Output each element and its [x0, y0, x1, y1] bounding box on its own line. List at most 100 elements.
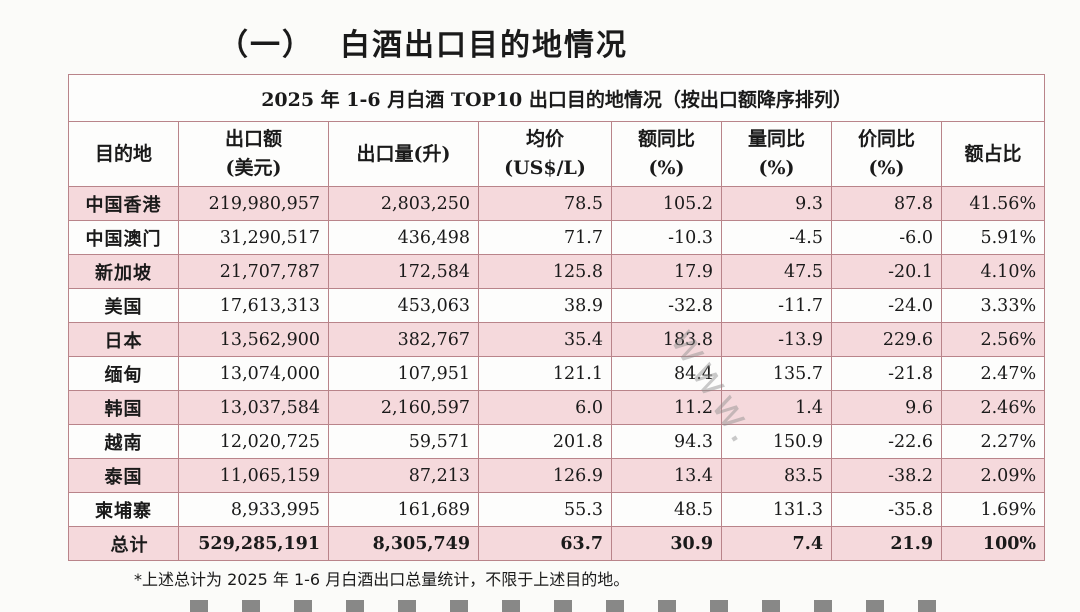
value-cell: 100% — [940, 526, 1046, 561]
value-cell: 21.9 — [831, 526, 942, 561]
value-cell: 1.69% — [940, 492, 1046, 527]
value-cell: 94.3 — [611, 424, 722, 459]
value-cell: 13,562,900 — [178, 322, 329, 357]
value-cell: 38.9 — [478, 288, 612, 323]
value-cell: 13,074,000 — [178, 356, 329, 391]
value-cell: -11.7 — [721, 288, 832, 323]
table-body: 中国香港 219,980,957 2,803,250 78.5 105.2 9.3 87.8… — [68, 186, 1046, 561]
value-cell: 121.1 — [478, 356, 612, 391]
value-cell: 229.6 — [831, 322, 942, 357]
header-price-yoy: 价同比 (%) — [831, 121, 942, 187]
table-caption: 2025 年 1-6 月白酒 TOP10 出口目的地情况（按出口额降序排列） — [67, 74, 1046, 122]
table-row: 越南 12,020,725 59,571 201.8 94.3 150.9 -22.6 2.2… — [68, 424, 1046, 459]
value-cell: 7.4 — [721, 526, 832, 561]
header-avg-price: 均价 (US$/L) — [478, 121, 612, 187]
value-cell: 41.56% — [940, 186, 1046, 221]
table-row: 日本 13,562,900 382,767 35.4 183.8 -13.9 229.6 2.… — [68, 322, 1046, 357]
table-row: 新加坡 21,707,787 172,584 125.8 17.9 47.5 -20.1 4.… — [68, 254, 1046, 289]
total-label: 总计 — [68, 526, 179, 561]
destination-cell: 越南 — [68, 424, 179, 459]
value-cell: 83.5 — [721, 458, 832, 493]
header-export-volume: 出口量(升) — [328, 121, 479, 187]
value-cell: 436,498 — [328, 220, 479, 255]
header-value-yoy: 额同比 (%) — [611, 121, 722, 187]
value-cell: 4.10% — [940, 254, 1046, 289]
table-row: 缅甸 13,074,000 107,951 121.1 84.4 135.7 -21.8 2.… — [68, 356, 1046, 391]
value-cell: -10.3 — [611, 220, 722, 255]
value-cell: 13.4 — [611, 458, 722, 493]
value-cell: 84.4 — [611, 356, 722, 391]
value-cell: 2.56% — [940, 322, 1046, 357]
value-cell: -32.8 — [611, 288, 722, 323]
value-cell: -6.0 — [831, 220, 942, 255]
value-cell: 105.2 — [611, 186, 722, 221]
value-cell: 59,571 — [328, 424, 479, 459]
value-cell: 2,160,597 — [328, 390, 479, 425]
value-cell: 2,803,250 — [328, 186, 479, 221]
value-cell: 3.33% — [940, 288, 1046, 323]
table-row: 泰国 11,065,159 87,213 126.9 13.4 83.5 -38.2 2.09… — [68, 458, 1046, 493]
destination-cell: 柬埔寨 — [68, 492, 179, 527]
export-destinations-table: 2025 年 1-6 月白酒 TOP10 出口目的地情况（按出口额降序排列） 目… — [67, 74, 1046, 561]
value-cell: 9.6 — [831, 390, 942, 425]
value-cell: 87.8 — [831, 186, 942, 221]
value-cell: 31,290,517 — [178, 220, 329, 255]
value-cell: 183.8 — [611, 322, 722, 357]
value-cell: 1.4 — [721, 390, 832, 425]
value-cell: 35.4 — [478, 322, 612, 357]
value-cell: 2.09% — [940, 458, 1046, 493]
destination-cell: 泰国 — [68, 458, 179, 493]
value-cell: 11.2 — [611, 390, 722, 425]
value-cell: 55.3 — [478, 492, 612, 527]
value-cell: -20.1 — [831, 254, 942, 289]
value-cell: 126.9 — [478, 458, 612, 493]
value-cell: 17.9 — [611, 254, 722, 289]
value-cell: -22.6 — [831, 424, 942, 459]
value-cell: 2.47% — [940, 356, 1046, 391]
value-cell: -38.2 — [831, 458, 942, 493]
value-cell: 9.3 — [721, 186, 832, 221]
value-cell: 8,933,995 — [178, 492, 329, 527]
value-cell: -24.0 — [831, 288, 942, 323]
value-cell: -13.9 — [721, 322, 832, 357]
value-cell: 78.5 — [478, 186, 612, 221]
value-cell: 6.0 — [478, 390, 612, 425]
value-cell: 87,213 — [328, 458, 479, 493]
total-row: 总计 529,285,191 8,305,749 63.7 30.9 7.4 21.9 100… — [68, 526, 1046, 561]
section-title: 白酒出口目的地情况 — [340, 28, 628, 63]
value-cell: 529,285,191 — [178, 526, 329, 561]
value-cell: 161,689 — [328, 492, 479, 527]
value-cell: 453,063 — [328, 288, 479, 323]
header-destination: 目的地 — [68, 121, 179, 187]
value-cell: 201.8 — [478, 424, 612, 459]
value-cell: 125.8 — [478, 254, 612, 289]
value-cell: 12,020,725 — [178, 424, 329, 459]
destination-cell: 韩国 — [68, 390, 179, 425]
destination-cell: 美国 — [68, 288, 179, 323]
header-volume-yoy: 量同比 (%) — [721, 121, 832, 187]
value-cell: 5.91% — [940, 220, 1046, 255]
cropped-text-line — [190, 600, 970, 612]
value-cell: -4.5 — [721, 220, 832, 255]
header-export-value: 出口额 (美元) — [178, 121, 329, 187]
destination-cell: 缅甸 — [68, 356, 179, 391]
footnote: *上述总计为 2025 年 1-6 月白酒出口总量统计，不限于上述目的地。 — [134, 570, 630, 589]
value-cell: 21,707,787 — [178, 254, 329, 289]
value-cell: 135.7 — [721, 356, 832, 391]
table-row: 中国澳门 31,290,517 436,498 71.7 -10.3 -4.5 -6.0 5.… — [68, 220, 1046, 255]
value-cell: 17,613,313 — [178, 288, 329, 323]
destination-cell: 日本 — [68, 322, 179, 357]
value-cell: -35.8 — [831, 492, 942, 527]
value-cell: -21.8 — [831, 356, 942, 391]
value-cell: 2.27% — [940, 424, 1046, 459]
destination-cell: 新加坡 — [68, 254, 179, 289]
value-cell: 131.3 — [721, 492, 832, 527]
table-row: 美国 17,613,313 453,063 38.9 -32.8 -11.7 -24.0 3.… — [68, 288, 1046, 323]
value-cell: 2.46% — [940, 390, 1046, 425]
value-cell: 30.9 — [611, 526, 722, 561]
value-cell: 172,584 — [328, 254, 479, 289]
value-cell: 13,037,584 — [178, 390, 329, 425]
destination-cell: 中国香港 — [68, 186, 179, 221]
value-cell: 219,980,957 — [178, 186, 329, 221]
value-cell: 382,767 — [328, 322, 479, 357]
